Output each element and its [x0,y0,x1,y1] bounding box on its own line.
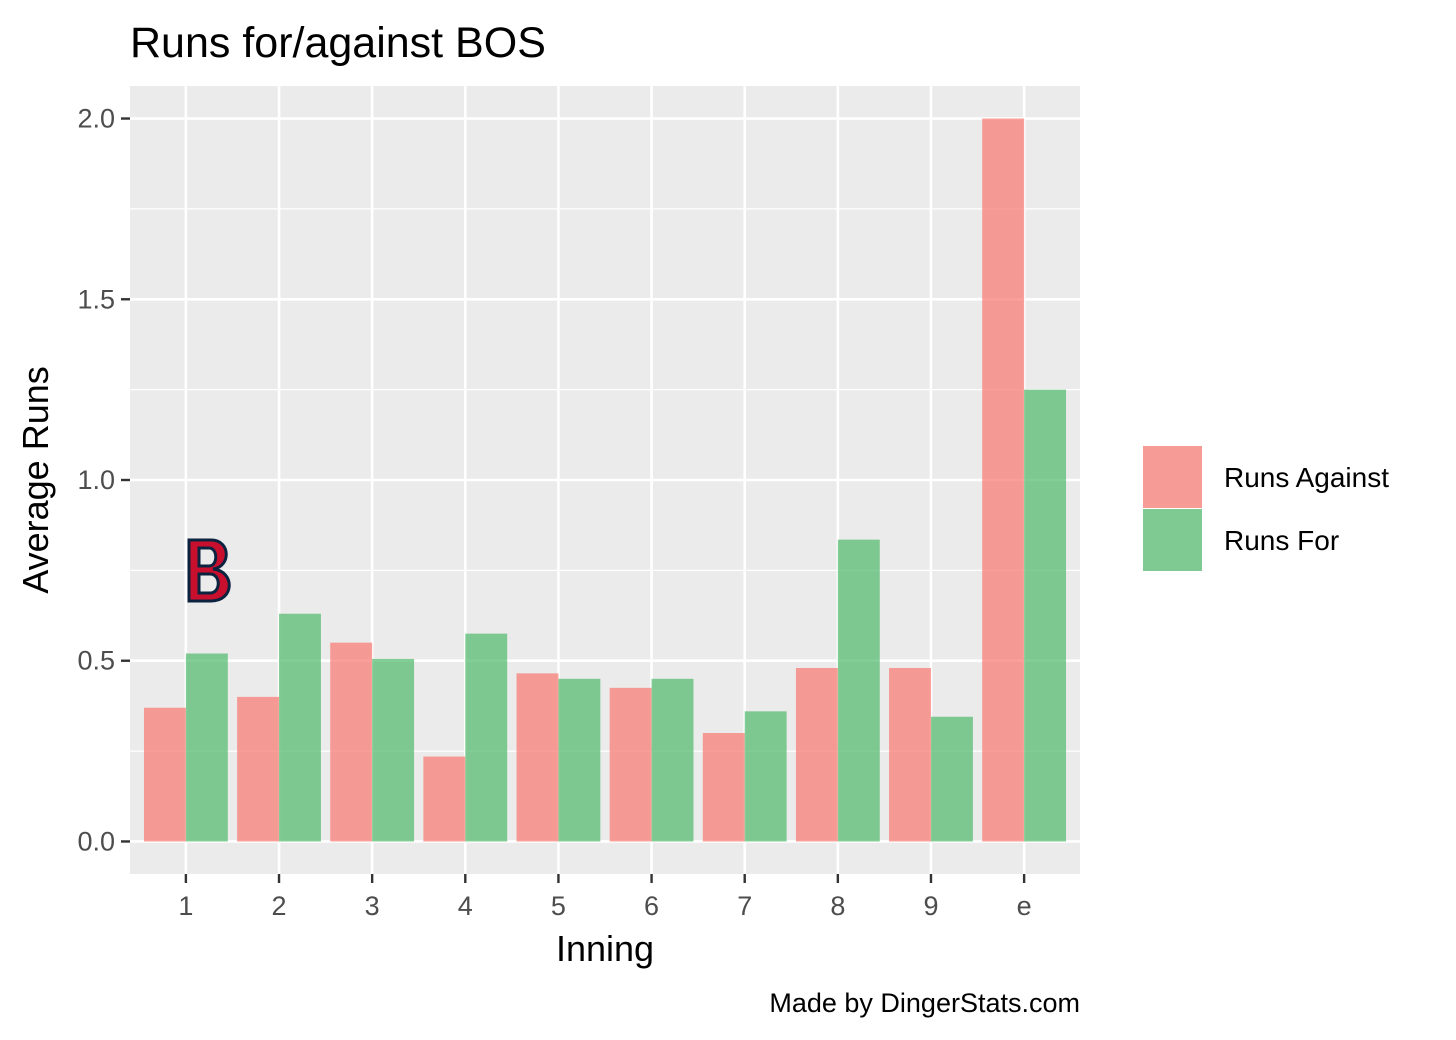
y-tick-label: 1.0 [77,465,115,495]
chart-title: Runs for/against BOS [130,19,546,67]
bar-runs-for [372,658,415,842]
x-tick-label: 1 [178,891,193,921]
y-tick-label: 2.0 [77,104,115,134]
x-tick-label: 8 [830,891,845,921]
bar-runs-for [279,613,321,842]
x-tick-label: 3 [365,891,380,921]
x-tick-label: 6 [644,891,659,921]
bar-runs-against [516,673,559,842]
y-axis-title: Average Runs [15,366,56,593]
bar-runs-against [889,667,931,842]
y-tick-label: 1.5 [77,284,115,314]
bar-runs-against [795,667,838,842]
bar-runs-against [330,642,373,842]
bar-runs-for [930,716,973,842]
legend: Runs Against Runs For [1143,446,1389,571]
bar-runs-for [744,711,787,842]
x-tick-label: 7 [737,891,752,921]
legend-label: Runs For [1224,525,1339,556]
bar-runs-against [237,696,280,842]
bar-runs-against [423,756,466,842]
x-axis-title: Inning [556,928,654,969]
bar-runs-against [143,707,186,842]
legend-swatch [1143,509,1202,571]
legend-label: Runs Against [1224,462,1389,493]
x-tick-label: 2 [272,891,287,921]
bars [143,118,1067,842]
x-tick-label: 5 [551,891,566,921]
y-axis: 0.0 0.5 1.0 1.5 2.0 [77,104,130,856]
bar-runs-against [609,687,652,842]
bar-runs-against [982,118,1025,842]
y-tick-label: 0.5 [77,646,115,676]
x-tick-label: e [1017,891,1032,921]
bar-runs-for [1024,389,1067,842]
bar-runs-for [558,678,601,842]
x-axis: 1 2 3 4 5 6 7 8 9 e [178,874,1032,921]
bar-runs-for [651,678,694,842]
y-tick-label: 0.0 [77,826,115,856]
bar-runs-for [185,653,228,842]
x-tick-label: 9 [923,891,938,921]
chart-caption: Made by DingerStats.com [769,988,1080,1018]
bar-runs-for [837,539,880,842]
red-sox-logo-icon [187,538,231,603]
x-tick-label: 4 [458,891,473,921]
legend-swatch [1143,446,1202,508]
bar-runs-against [702,733,745,842]
bar-runs-for [465,633,508,842]
